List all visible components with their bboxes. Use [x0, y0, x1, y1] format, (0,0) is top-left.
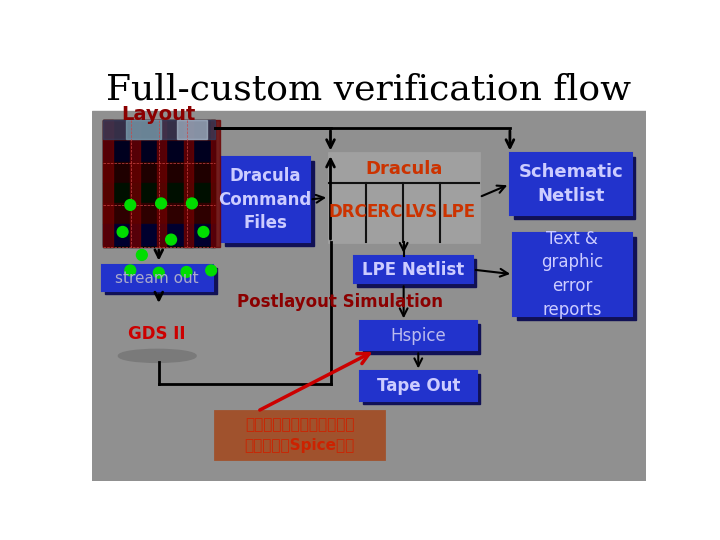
Bar [360, 321, 477, 350]
Text: Text &
graphic
error
reports: Text & graphic error reports [541, 230, 603, 319]
Circle shape [156, 198, 166, 209]
Text: Full-custom verification flow: Full-custom verification flow [107, 72, 631, 106]
Bar [360, 372, 477, 401]
Text: LVS: LVS [405, 203, 438, 221]
Bar [157, 120, 166, 247]
Bar [513, 233, 632, 316]
Text: GDS II: GDS II [128, 325, 186, 343]
Bar [363, 325, 480, 354]
Bar [329, 153, 479, 242]
Text: Postlayout Simulation: Postlayout Simulation [237, 293, 443, 311]
Bar [92, 65, 647, 111]
Bar [215, 411, 384, 459]
Bar [354, 256, 473, 284]
Text: LPE: LPE [441, 203, 475, 221]
Bar [211, 120, 220, 247]
Text: 这里主要指晶体管级设计，
后仿真采用Spice工具: 这里主要指晶体管级设计， 后仿真采用Spice工具 [245, 417, 355, 453]
Circle shape [166, 234, 176, 245]
Circle shape [206, 265, 217, 276]
Text: stream out: stream out [115, 271, 199, 286]
Text: ERC: ERC [366, 203, 402, 221]
Circle shape [125, 200, 135, 211]
Circle shape [198, 226, 209, 237]
Circle shape [125, 265, 135, 276]
Circle shape [117, 226, 128, 237]
Text: Layout: Layout [122, 105, 196, 124]
Bar [221, 157, 310, 242]
Bar [102, 265, 213, 291]
Circle shape [153, 267, 164, 278]
Bar [104, 120, 215, 139]
Bar [104, 183, 215, 204]
Bar [225, 161, 314, 246]
Text: Dracula
Command
Files: Dracula Command Files [218, 167, 312, 232]
Bar [184, 120, 194, 247]
Ellipse shape [119, 350, 196, 362]
Circle shape [181, 267, 192, 278]
Bar [176, 120, 207, 139]
Text: Hspice: Hspice [390, 327, 446, 345]
Text: Tape Out: Tape Out [377, 377, 460, 395]
Bar [517, 237, 636, 320]
Bar [105, 268, 217, 294]
Text: DRC: DRC [328, 203, 366, 221]
Bar [119, 314, 196, 356]
Circle shape [137, 249, 148, 260]
Bar [104, 120, 215, 247]
Text: Dracula: Dracula [365, 160, 442, 178]
Ellipse shape [119, 307, 196, 320]
Bar [92, 111, 647, 481]
Bar [104, 141, 215, 162]
Bar [356, 259, 476, 287]
Text: LPE Netlist: LPE Netlist [361, 261, 464, 279]
Bar [104, 162, 215, 183]
Bar [514, 157, 636, 219]
Bar [510, 153, 631, 215]
Bar [104, 204, 215, 224]
Bar [130, 120, 140, 247]
Bar [127, 120, 161, 139]
Bar [104, 120, 215, 141]
Bar [363, 374, 480, 403]
Text: Schematic
Netlist: Schematic Netlist [518, 163, 623, 205]
Bar [104, 120, 112, 247]
Circle shape [186, 198, 197, 209]
Bar [104, 224, 215, 245]
